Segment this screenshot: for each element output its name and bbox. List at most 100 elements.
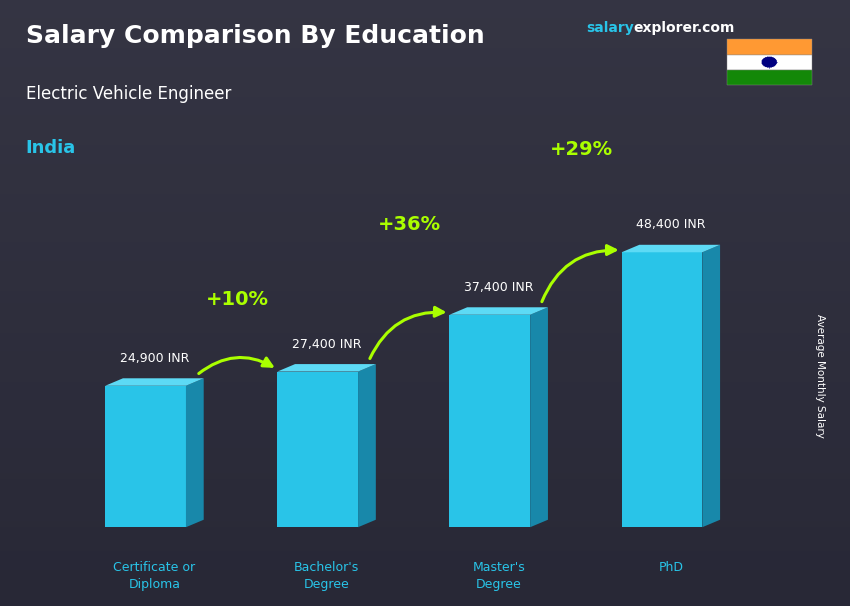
Bar [0,539,850,545]
Bar [0,442,850,448]
Bar [0,527,850,533]
Bar [0,430,850,436]
Bar [0,358,850,364]
Bar [0,285,850,291]
Bar [0,418,850,424]
Bar [0,412,850,418]
Bar [0,0,850,6]
Bar [0,564,850,570]
Bar [0,158,850,164]
Bar [0,91,850,97]
Bar [0,170,850,176]
Bar [0,551,850,558]
Bar [0,42,850,48]
Bar [0,394,850,400]
Polygon shape [530,307,548,527]
Bar [0,182,850,188]
Bar [0,291,850,297]
Bar [0,388,850,394]
Bar [0,370,850,376]
Bar [0,273,850,279]
Bar [0,152,850,158]
Bar [0,454,850,461]
Bar [0,521,850,527]
Text: +29%: +29% [550,140,613,159]
Bar [0,309,850,315]
Text: 37,400 INR: 37,400 INR [464,281,534,294]
Bar [0,18,850,24]
Bar [0,6,850,12]
Bar [0,558,850,564]
Bar [0,515,850,521]
Bar [0,497,850,503]
Bar [0,594,850,600]
Bar [0,448,850,454]
Polygon shape [621,245,720,252]
Polygon shape [105,378,204,386]
Bar [0,36,850,42]
Text: 48,400 INR: 48,400 INR [636,218,705,231]
Bar [0,485,850,491]
Bar [0,491,850,497]
Bar [0,351,850,358]
Bar [0,545,850,551]
Bar [0,467,850,473]
Bar [0,24,850,30]
Bar [0,327,850,333]
Bar [0,242,850,248]
Bar [0,97,850,103]
Bar [0,224,850,230]
Bar [0,248,850,255]
Text: +36%: +36% [377,215,440,234]
Polygon shape [450,307,548,315]
Bar [0,30,850,36]
Bar [0,297,850,303]
Bar [0,303,850,309]
Bar [0,85,850,91]
Bar [0,261,850,267]
Bar [0,67,850,73]
Bar [0,48,850,55]
Bar [0,55,850,61]
Bar [0,570,850,576]
Bar [0,576,850,582]
Bar [0,267,850,273]
Bar [0,339,850,345]
Polygon shape [702,245,720,527]
Bar [0,127,850,133]
Bar [0,588,850,594]
Bar [0,436,850,442]
Bar [0,61,850,67]
Bar [0,255,850,261]
Text: Average Monthly Salary: Average Monthly Salary [815,314,825,438]
Polygon shape [277,364,376,371]
Bar [0,103,850,109]
Bar [0,115,850,121]
Bar [727,70,812,85]
Polygon shape [621,252,702,527]
Text: Bachelor's
Degree: Bachelor's Degree [294,561,360,591]
Circle shape [762,57,777,67]
Bar [727,39,812,55]
Text: explorer.com: explorer.com [633,21,734,35]
Bar [0,382,850,388]
Bar [0,600,850,606]
Bar [0,212,850,218]
Bar [0,321,850,327]
Bar [0,218,850,224]
Bar [0,230,850,236]
Text: Salary Comparison By Education: Salary Comparison By Education [26,24,484,48]
Bar [0,200,850,206]
Polygon shape [450,315,530,527]
Polygon shape [277,371,358,527]
Text: India: India [26,139,76,158]
Text: +10%: +10% [206,290,269,308]
Bar [0,279,850,285]
Bar [0,121,850,127]
Bar [0,406,850,412]
Bar [0,79,850,85]
Bar [0,503,850,509]
Bar [0,206,850,212]
Bar [0,133,850,139]
Bar [0,236,850,242]
